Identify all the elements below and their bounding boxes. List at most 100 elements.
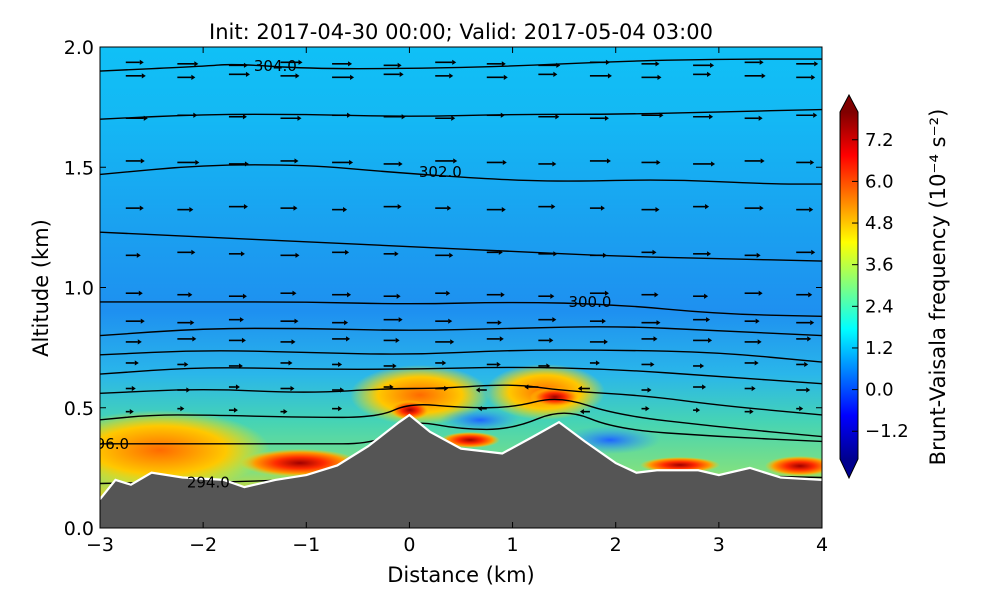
contour-label: 294.0 (187, 473, 230, 491)
wind-vector-head (136, 252, 141, 258)
wind-vector-head (497, 320, 502, 326)
contour-line (100, 301, 822, 318)
wind-vector-head (338, 406, 343, 412)
wind-vector-head (604, 115, 609, 121)
colorbar-tick-label: 2.4 (865, 296, 894, 317)
wind-vector-head (579, 409, 584, 415)
contour-label: 300.0 (568, 293, 611, 311)
wind-vector-head (814, 61, 819, 67)
wind-vector-head (811, 249, 816, 255)
field-hot-patch (640, 457, 720, 473)
wind-vector-head (240, 251, 245, 257)
wind-vector-head (758, 290, 763, 296)
wind-vector-head (193, 112, 198, 118)
colorbar-ticks: −1.2 0.0 1.2 2.4 3.6 4.8 6.0 7.2 (852, 130, 909, 442)
wind-vector-head (347, 112, 352, 118)
wind-vector-head (444, 385, 449, 392)
wind-vector-head (799, 406, 804, 412)
colorbar-label: Brunt-Vaisala frequency (10⁻⁴ s⁻²) (926, 109, 950, 466)
x-tick-label: −3 (86, 534, 114, 556)
colorbar-gradient (840, 112, 858, 459)
wind-vector-head (192, 336, 197, 342)
wind-vector-head (804, 361, 809, 368)
wind-vector-head (239, 317, 244, 323)
wind-vector-head (500, 292, 505, 298)
wind-vector-head (398, 317, 403, 323)
wind-vector-head (392, 363, 397, 369)
colorbar-tick-label: 3.6 (865, 255, 894, 276)
wind-vector-head (704, 293, 709, 299)
wind-vector-head (243, 204, 248, 210)
wind-vector-head (396, 293, 401, 299)
colorbar-min-extend (840, 459, 858, 478)
contour-line (100, 412, 822, 445)
wind-vector-head (348, 61, 353, 67)
wind-vector-head (499, 336, 504, 342)
wind-vector-head (242, 293, 247, 299)
wind-vector-head (129, 409, 134, 415)
contour-line (100, 349, 822, 363)
wind-vector-head (294, 158, 299, 164)
wind-vector-head (501, 61, 506, 67)
wind-vector-head (553, 251, 558, 257)
wind-vector-head (283, 409, 288, 415)
wind-vector-head (190, 320, 195, 326)
wind-vector-head (449, 252, 454, 258)
wind-vector-head (344, 320, 349, 326)
wind-vector-head (810, 159, 815, 166)
wind-vector-head (806, 387, 811, 393)
wind-vector-head (652, 249, 657, 255)
wind-vector-head (866, 72, 870, 77)
wind-vector-head (502, 159, 507, 166)
wind-vector-head (191, 74, 196, 80)
contour-line (100, 108, 822, 120)
wind-vector-head (606, 158, 611, 164)
field-hot-patch (765, 456, 822, 476)
wind-vector-head (553, 71, 558, 77)
wind-vector-head (759, 59, 764, 65)
y-tick-label: 2.0 (64, 37, 94, 59)
contour-line (100, 398, 822, 438)
x-tick-label: 2 (610, 534, 622, 556)
field-warm-patch (100, 410, 270, 490)
field-hot-patch (440, 432, 500, 448)
colorbar-frame (839, 93, 859, 480)
wind-vector-head (655, 207, 660, 213)
wind-vector-head (595, 360, 600, 366)
x-tick-label: 1 (507, 534, 519, 556)
wind-vector-head (607, 73, 612, 79)
wind-vector-head (398, 161, 403, 167)
wind-vector-head (811, 74, 816, 80)
wind-vector-head (340, 387, 345, 393)
colorbar-tick-label: 4.8 (865, 213, 894, 234)
contour-line (100, 58, 822, 72)
wind-vector-head (188, 292, 193, 298)
wind-vector-head (138, 290, 143, 296)
chart-title: Init: 2017-04-30 00:00; Valid: 2017-05-0… (209, 20, 713, 44)
contour-line (100, 384, 822, 416)
wind-vector-head (401, 114, 406, 120)
x-axis: −3 −2 −1 0 1 2 3 4 (86, 47, 828, 556)
wind-vector-head (503, 74, 508, 80)
wind-vector-head (761, 73, 766, 79)
wind-vector-head (298, 59, 303, 65)
wind-vector-head (477, 406, 482, 412)
wind-vector-head (810, 320, 815, 326)
wind-vector-head (350, 74, 355, 80)
wind-vector-head (295, 73, 300, 79)
wind-vector-head (242, 114, 247, 120)
wind-vector-head (345, 249, 350, 255)
wind-vector-head (347, 292, 352, 298)
wind-vector-head (452, 59, 457, 65)
wind-vector-head (757, 339, 762, 345)
wind-vector-head (449, 73, 454, 79)
wind-vector-head (194, 61, 199, 67)
terrain (100, 413, 822, 528)
wind-vector-head (397, 62, 402, 68)
contour-line (100, 164, 822, 185)
wind-vector-head (500, 112, 505, 118)
wind-vector-head (654, 292, 659, 298)
wind-vector-head (139, 205, 144, 211)
colorbar-tick-label: −1.2 (865, 421, 909, 442)
wind-vector-head (706, 317, 711, 323)
